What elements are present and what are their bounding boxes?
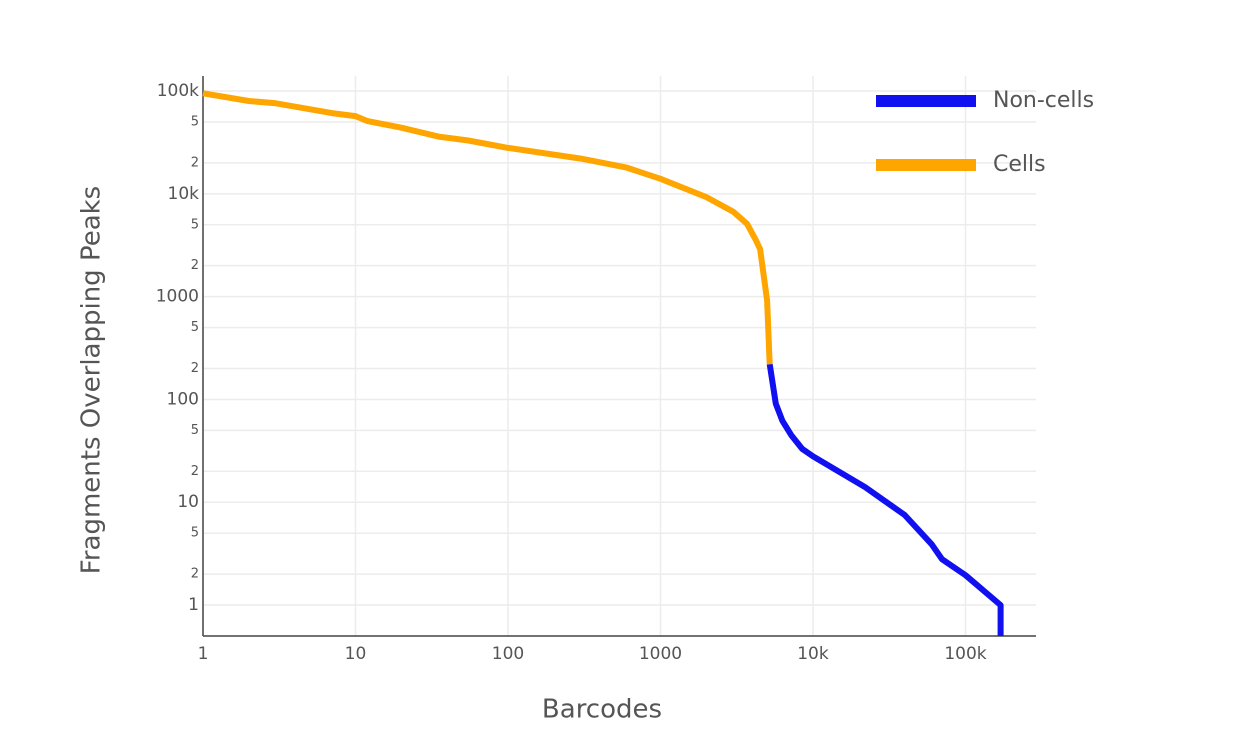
y-tick-label: 2 (191, 258, 199, 273)
y-tick-label: 100k (157, 81, 199, 101)
x-tick-label: 100 (492, 644, 524, 664)
legend-label: Cells (993, 152, 1046, 177)
y-tick-label: 10k (168, 184, 200, 204)
x-tick-label: 10 (345, 644, 367, 664)
x-tick-label: 1 (198, 644, 209, 664)
y-tick-label: 2 (191, 155, 199, 170)
y-tick-label: 100 (167, 389, 199, 409)
y-tick-label: 5 (191, 114, 199, 129)
y-tick-label: 5 (191, 526, 199, 541)
x-tick-label: 10k (797, 644, 829, 664)
y-axis-title: Fragments Overlapping Peaks (77, 186, 107, 574)
y-tick-label: 2 (191, 464, 199, 479)
y-tick-label: 5 (191, 320, 199, 335)
y-tick-label: 2 (191, 361, 199, 376)
y-tick-label: 5 (191, 423, 199, 438)
y-tick-label: 2 (191, 567, 199, 582)
legend-label: Non-cells (993, 88, 1094, 113)
y-tick-label: 1000 (156, 287, 199, 307)
x-axis-title: Barcodes (542, 695, 662, 725)
x-tick-label: 100k (944, 644, 986, 664)
y-tick-label: 1 (188, 595, 199, 615)
data-line (202, 90, 773, 365)
y-tick-label: 5 (191, 217, 199, 232)
x-tick-label: 1000 (639, 644, 682, 664)
y-tick-label: 10 (177, 492, 199, 512)
data-line (766, 363, 1004, 636)
